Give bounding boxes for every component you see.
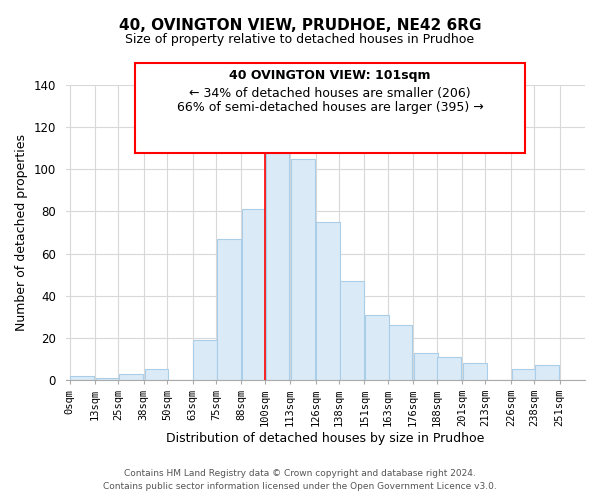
Bar	[389, 325, 412, 380]
X-axis label: Distribution of detached houses by size in Prudhoe: Distribution of detached houses by size …	[166, 432, 485, 445]
Bar	[266, 148, 289, 380]
Bar	[145, 370, 169, 380]
Text: Contains HM Land Registry data © Crown copyright and database right 2024.: Contains HM Land Registry data © Crown c…	[124, 468, 476, 477]
Bar	[96, 378, 119, 380]
Text: Size of property relative to detached houses in Prudhoe: Size of property relative to detached ho…	[125, 32, 475, 46]
Bar	[242, 210, 266, 380]
Bar	[217, 239, 241, 380]
Bar	[414, 352, 438, 380]
Bar	[316, 222, 340, 380]
Bar	[463, 363, 487, 380]
Bar	[340, 281, 364, 380]
Bar	[70, 376, 94, 380]
Bar	[291, 158, 315, 380]
Text: ← 34% of detached houses are smaller (206): ← 34% of detached houses are smaller (20…	[189, 86, 471, 100]
Text: 66% of semi-detached houses are larger (395) →: 66% of semi-detached houses are larger (…	[176, 102, 484, 114]
Text: 40 OVINGTON VIEW: 101sqm: 40 OVINGTON VIEW: 101sqm	[229, 68, 431, 82]
Bar	[365, 314, 389, 380]
Text: 40, OVINGTON VIEW, PRUDHOE, NE42 6RG: 40, OVINGTON VIEW, PRUDHOE, NE42 6RG	[119, 18, 481, 32]
Bar	[535, 365, 559, 380]
Bar	[437, 356, 461, 380]
Bar	[119, 374, 143, 380]
Y-axis label: Number of detached properties: Number of detached properties	[15, 134, 28, 331]
Text: Contains public sector information licensed under the Open Government Licence v3: Contains public sector information licen…	[103, 482, 497, 491]
Bar	[193, 340, 217, 380]
Bar	[512, 370, 535, 380]
